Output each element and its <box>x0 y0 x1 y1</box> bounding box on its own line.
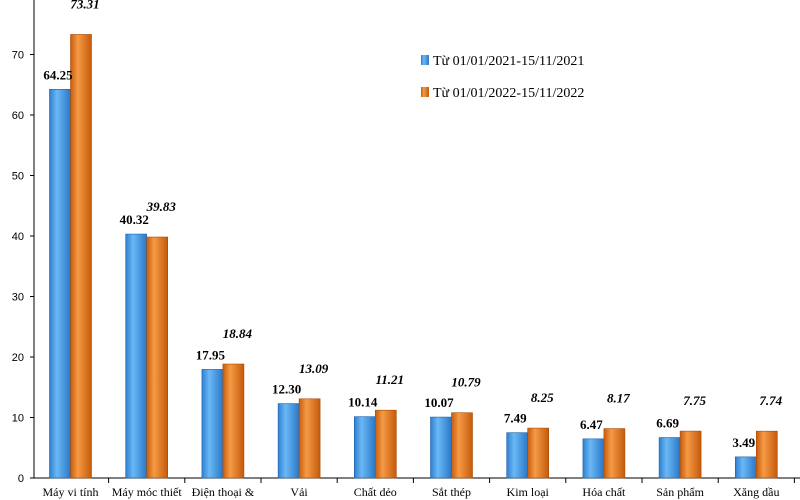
y-tick-label: 40 <box>12 231 24 243</box>
data-label-series-2: 13.09 <box>299 361 329 376</box>
legend-label-series-1: Từ 01/01/2021-15/11/2021 <box>433 54 584 69</box>
bar-series-2 <box>222 363 245 479</box>
bar-series-1 <box>734 456 757 479</box>
bar-series-1 <box>658 437 681 479</box>
data-label-series-1: 17.95 <box>196 347 226 362</box>
y-tick-label: 50 <box>12 171 24 183</box>
data-label-series-1: 6.47 <box>580 417 603 432</box>
data-label-series-1: 40.32 <box>120 212 149 227</box>
bar-series-2 <box>451 412 473 479</box>
data-label-series-2: 8.17 <box>607 391 630 406</box>
legend-swatch-series-2 <box>421 87 429 97</box>
x-tick-label: Sản phẩm <box>656 485 704 499</box>
data-label-series-1: 3.49 <box>732 435 755 450</box>
axes: 0 10 20 30 40 50 60 70 Máy vi tính Máy móc thiết Đ… <box>12 0 800 499</box>
bars <box>49 34 778 479</box>
bar-series-2 <box>374 409 397 479</box>
bar-series-2 <box>70 34 92 479</box>
bar-series-1 <box>277 403 300 479</box>
data-label-series-2: 11.21 <box>376 372 405 387</box>
data-label-series-1: 10.07 <box>424 395 454 410</box>
y-tick-label: 20 <box>12 352 24 364</box>
y-tick-label: 30 <box>12 292 24 304</box>
data-labels: 64.25 40.32 17.95 12.30 10.14 10.07 7.49 6.47 6.… <box>43 0 782 450</box>
legend-label-series-2: Từ 01/01/2022-15/11/2022 <box>433 86 584 101</box>
x-tick-label: Kim loại <box>507 485 550 499</box>
bar-series-2 <box>146 236 168 479</box>
bar-series-2 <box>755 430 778 479</box>
bar-series-2 <box>298 398 321 479</box>
x-tick-label: Chất dẻo <box>354 485 397 499</box>
data-label-series-1: 64.25 <box>43 67 73 82</box>
legend-swatch-series-1 <box>421 55 429 65</box>
bar-series-1 <box>201 369 224 479</box>
data-label-series-2: 18.84 <box>223 326 253 341</box>
bar-series-1 <box>430 416 452 479</box>
y-tick-label: 70 <box>12 50 24 62</box>
x-tick-label: Vải <box>290 485 308 499</box>
y-tick-label: 60 <box>12 110 24 122</box>
data-label-series-2: 7.74 <box>759 393 782 408</box>
x-tick-label: Máy vi tính <box>43 485 99 499</box>
y-tick-label: 10 <box>12 413 24 425</box>
x-tick-label: Máy móc thiết <box>112 485 183 499</box>
data-label-series-2: 10.79 <box>451 375 481 390</box>
bar-series-1 <box>582 438 605 479</box>
x-tick-label: Điện thoại & <box>192 485 255 499</box>
x-tick-label: Xăng dầu <box>733 485 779 499</box>
data-label-series-2: 7.75 <box>683 393 706 408</box>
bar-series-1 <box>353 416 376 479</box>
data-label-series-1: 10.14 <box>348 395 378 410</box>
data-label-series-2: 39.83 <box>146 199 177 214</box>
legend: Từ 01/01/2021-15/11/2021 Từ 01/01/2022-1… <box>421 54 584 101</box>
data-label-series-1: 7.49 <box>504 411 527 426</box>
bar-series-2 <box>603 428 626 479</box>
x-tick-label: Sắt thép <box>432 485 471 499</box>
data-label-series-2: 8.25 <box>531 390 554 405</box>
data-label-series-2: 73.31 <box>70 0 99 11</box>
y-tick-label: 0 <box>18 473 24 485</box>
data-label-series-1: 12.30 <box>272 382 301 397</box>
data-label-series-1: 6.69 <box>656 416 679 431</box>
x-tick-label: Hóa chất <box>582 485 626 499</box>
bar-series-2 <box>527 427 550 479</box>
bar-series-1 <box>506 432 529 479</box>
bar-series-1 <box>49 88 71 479</box>
bar-series-1 <box>125 233 147 479</box>
bar-series-2 <box>679 430 702 479</box>
